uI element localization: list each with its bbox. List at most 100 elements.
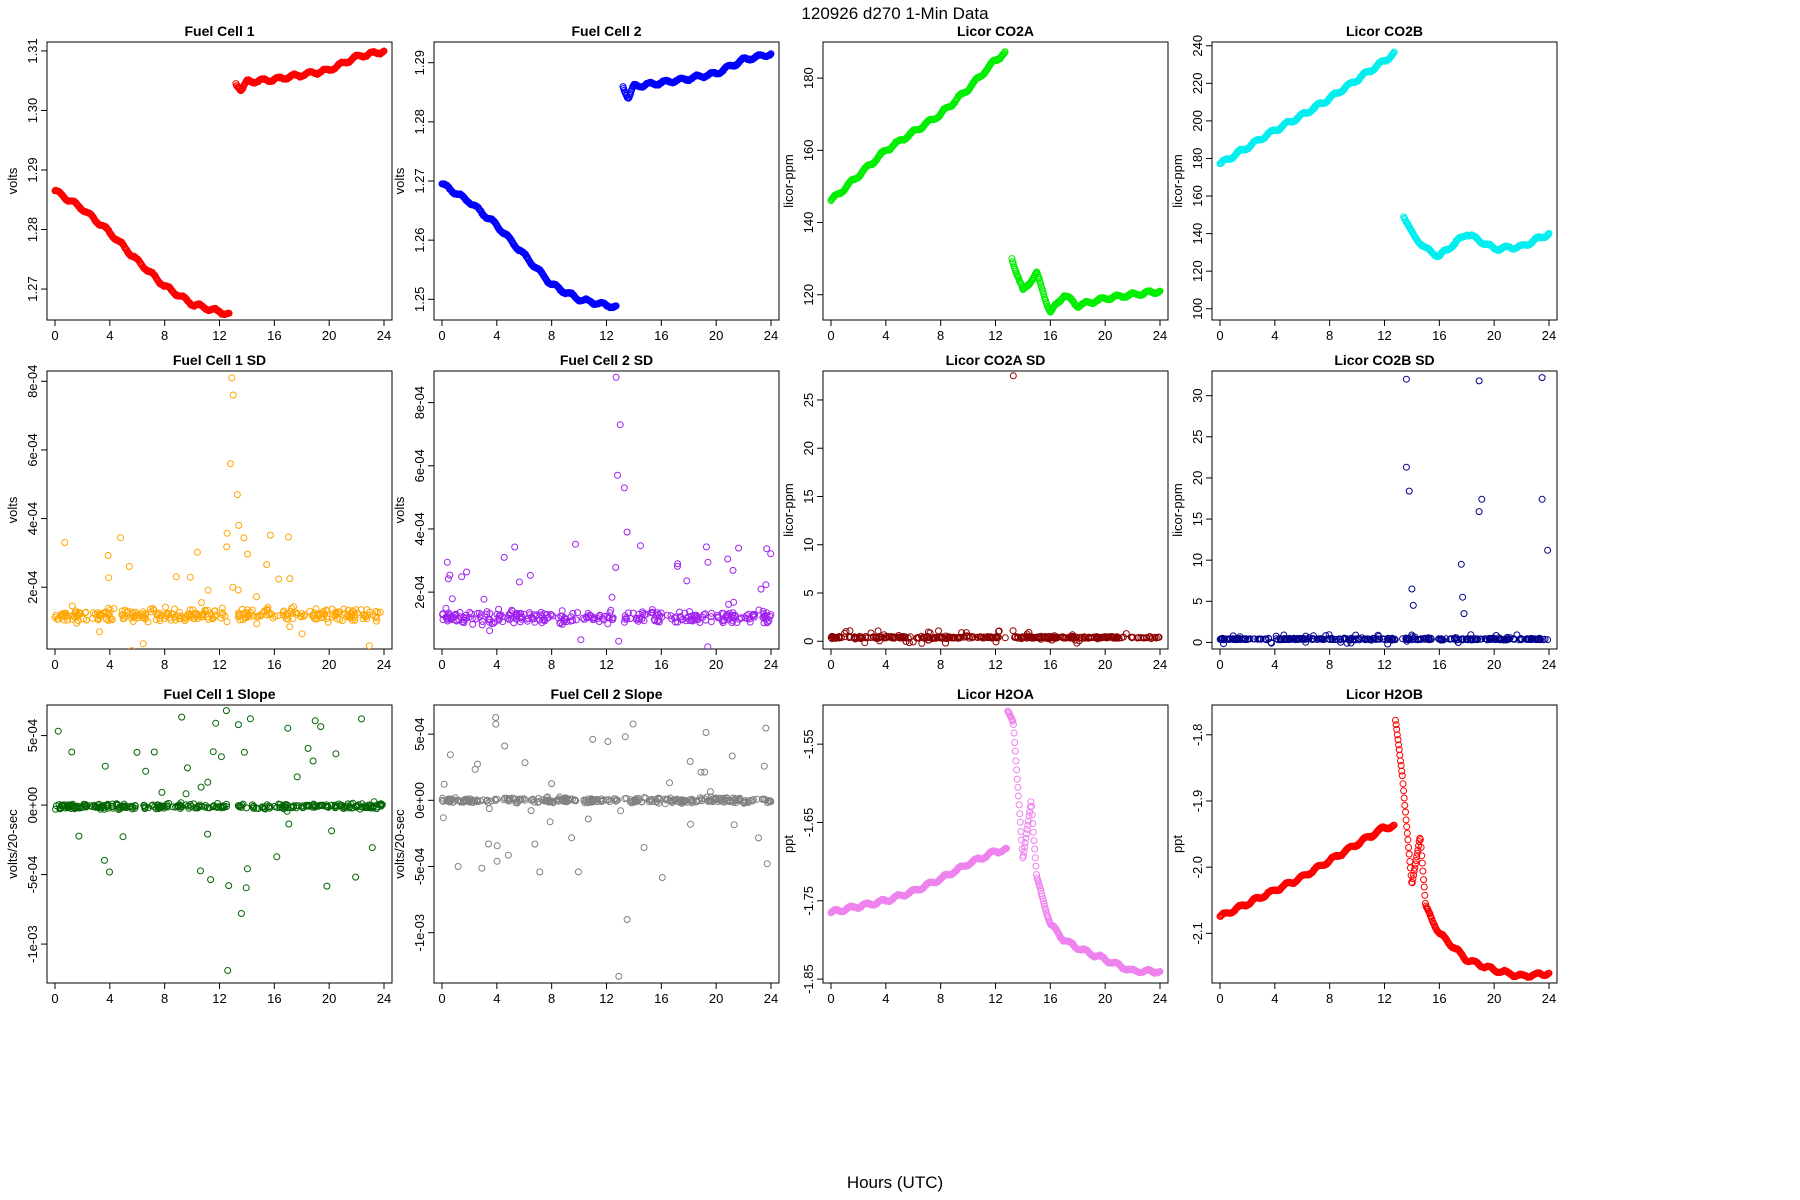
data-point	[294, 652, 300, 658]
data-point	[880, 631, 888, 639]
x-tick-label-fc1sd: 4	[106, 657, 113, 672]
data-point	[119, 615, 127, 623]
x-tick-label-co2a: 20	[1098, 328, 1112, 343]
data-point	[114, 801, 122, 809]
data-point	[144, 804, 152, 812]
data-point	[537, 676, 543, 682]
data-point	[749, 612, 757, 620]
y-tick-label-fc1: 1.28	[25, 217, 40, 242]
data-point	[1545, 229, 1553, 237]
x-tick-label-fc2sd: 16	[654, 657, 668, 672]
data-point	[322, 802, 330, 810]
data-point	[1390, 48, 1398, 56]
data-point	[1156, 968, 1164, 975]
data-point	[70, 804, 78, 812]
data-point	[250, 804, 258, 812]
y-axis-label-co2b: licor-ppm	[1170, 154, 1185, 207]
x-tick-label-co2b: 20	[1487, 328, 1501, 343]
x-tick-label-h2ob: 8	[1326, 991, 1333, 1006]
data-point	[110, 605, 118, 613]
x-tick-label-fc1slope: 20	[322, 991, 336, 1006]
x-tick-label-fc1sd: 12	[212, 657, 226, 672]
data-point	[473, 797, 481, 805]
points-h2oa	[827, 707, 1164, 977]
data-point	[360, 612, 368, 620]
data-point	[1040, 290, 1048, 298]
data-point	[1016, 810, 1024, 818]
data-point	[485, 840, 492, 848]
data-point	[918, 639, 926, 647]
data-point	[763, 860, 771, 868]
data-point	[501, 742, 509, 750]
data-point	[621, 795, 629, 803]
data-point	[493, 610, 501, 618]
data-point	[1020, 848, 1028, 856]
data-point	[442, 613, 450, 621]
data-point	[68, 748, 76, 756]
points-co2a	[827, 48, 1164, 316]
data-point	[131, 612, 139, 620]
data-point	[187, 613, 194, 621]
x-tick-label-h2oa: 4	[882, 991, 889, 1006]
data-point	[1544, 636, 1552, 644]
data-point	[661, 795, 669, 803]
data-point	[125, 563, 133, 570]
data-point	[227, 460, 234, 468]
data-point	[279, 611, 287, 619]
y-tick-label-fc2sd: 8e-04	[412, 386, 427, 419]
data-point	[1452, 636, 1460, 644]
data-point	[467, 610, 475, 618]
data-point	[678, 798, 685, 805]
data-point	[344, 800, 352, 808]
data-point	[439, 814, 447, 822]
x-tick-label-co2a: 16	[1043, 328, 1057, 343]
data-point	[350, 608, 357, 616]
data-point	[190, 664, 196, 670]
y-tick-label-fc2sd: 6e-04	[412, 449, 427, 482]
data-point	[1424, 634, 1432, 642]
x-tick-label-co2b: 24	[1542, 328, 1556, 343]
x-tick-label-co2a: 0	[827, 328, 834, 343]
data-point	[269, 614, 277, 622]
data-point	[984, 633, 992, 641]
data-point	[725, 616, 732, 624]
data-point	[286, 575, 294, 583]
data-point	[349, 804, 357, 812]
data-point	[244, 611, 252, 618]
plot-frame-h2ob	[1211, 704, 1558, 984]
data-point	[372, 617, 380, 625]
x-tick-label-fc1slope: 16	[267, 991, 281, 1006]
data-point	[766, 51, 774, 59]
data-point	[504, 614, 512, 622]
data-point	[1135, 634, 1143, 641]
x-tick-label-fc2: 20	[709, 328, 723, 343]
x-tick-label-co2a: 8	[937, 328, 944, 343]
data-point	[698, 795, 706, 803]
data-point	[480, 595, 488, 603]
data-point	[1292, 635, 1300, 643]
x-tick-label-fc2sd: 4	[493, 657, 500, 672]
data-point	[172, 573, 180, 581]
data-point	[223, 543, 231, 551]
data-point	[446, 571, 454, 579]
data-point	[1317, 635, 1325, 643]
data-point	[167, 616, 175, 624]
data-point	[197, 783, 205, 791]
data-point	[1536, 634, 1544, 642]
data-point	[1256, 635, 1264, 643]
y-axis-label-co2bsd: licor-ppm	[1170, 483, 1185, 536]
data-point	[977, 633, 985, 641]
data-point	[572, 540, 579, 548]
data-point	[205, 804, 213, 812]
data-point	[130, 659, 136, 665]
data-point	[1403, 637, 1411, 645]
data-point	[569, 617, 577, 624]
y-tick-label-co2b: 100	[1190, 298, 1205, 320]
x-tick-label-fc1sd: 20	[322, 657, 336, 672]
data-point	[1281, 635, 1289, 643]
data-point	[288, 604, 296, 612]
data-point	[1023, 825, 1031, 833]
data-point	[222, 707, 230, 715]
data-point	[60, 616, 68, 624]
